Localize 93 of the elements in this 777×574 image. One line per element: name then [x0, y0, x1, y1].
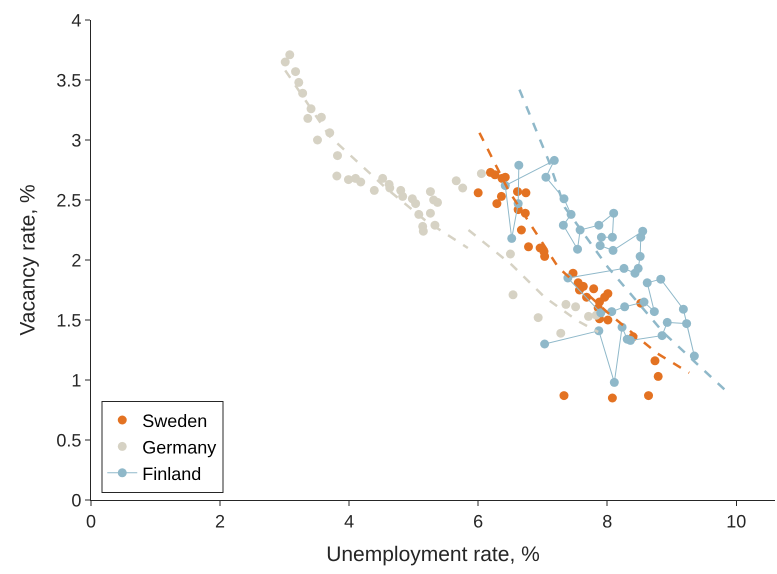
point	[642, 278, 652, 288]
point	[558, 220, 568, 230]
legend-label: Germany	[142, 437, 216, 458]
point	[433, 198, 442, 207]
point	[596, 232, 606, 242]
point	[596, 241, 605, 250]
point	[490, 170, 500, 180]
point	[559, 391, 568, 400]
x-tick-label: 2	[215, 512, 226, 532]
point	[312, 136, 322, 144]
point	[594, 220, 604, 230]
y-tick-label: 1	[71, 370, 82, 390]
x-tick-label: 6	[473, 512, 484, 532]
y-tick-label: 4	[71, 10, 82, 30]
point	[654, 372, 663, 381]
point	[506, 250, 515, 258]
point	[636, 252, 645, 261]
line-series	[284, 69, 470, 250]
point	[609, 208, 618, 218]
point	[458, 184, 468, 192]
point	[556, 328, 566, 338]
point	[496, 192, 506, 201]
x-tick-label: 0	[86, 512, 96, 532]
point	[658, 331, 667, 340]
y-tick-label: 3.5	[56, 70, 82, 90]
point	[656, 274, 666, 284]
point	[291, 67, 300, 76]
point	[452, 176, 461, 186]
point	[378, 174, 388, 183]
y-tick-label: 0.5	[56, 430, 82, 450]
point	[516, 226, 526, 234]
point	[644, 391, 654, 400]
point	[370, 186, 379, 195]
point	[640, 298, 649, 306]
point	[682, 319, 692, 328]
point	[608, 394, 617, 402]
point	[603, 289, 612, 298]
y-tick-label: 2	[71, 250, 82, 270]
point	[620, 264, 628, 273]
point	[524, 242, 533, 252]
point	[332, 172, 342, 180]
point	[584, 312, 594, 321]
point	[571, 302, 580, 312]
point	[662, 318, 672, 327]
x-tick-label: 4	[344, 512, 354, 532]
point	[507, 234, 516, 243]
point	[678, 304, 688, 314]
point	[356, 178, 366, 186]
x-tick-label: 10	[726, 512, 746, 532]
point	[514, 160, 524, 170]
point	[608, 232, 617, 242]
point	[476, 169, 486, 178]
point	[610, 378, 619, 387]
point	[607, 307, 616, 316]
point	[603, 316, 612, 324]
y-tick-label: 3	[71, 130, 82, 150]
point	[540, 340, 550, 348]
point	[534, 313, 543, 322]
point	[398, 192, 408, 201]
x-axis-title: Unemployment rate, %	[326, 542, 540, 566]
point	[690, 352, 699, 360]
y-tick-label: 2.5	[56, 190, 82, 210]
point	[426, 187, 435, 196]
point	[294, 78, 304, 87]
point	[550, 156, 559, 165]
point	[650, 307, 659, 316]
point	[608, 246, 618, 255]
point	[474, 188, 483, 198]
point	[620, 302, 630, 312]
point	[303, 114, 312, 123]
point	[561, 300, 570, 309]
point	[589, 284, 598, 294]
point	[630, 268, 640, 278]
y-axis-title: Vacancy rate, %	[16, 184, 40, 336]
y-tick-label: 0	[71, 490, 82, 510]
legend-label: Finland	[142, 464, 202, 484]
point	[541, 172, 550, 182]
point	[285, 50, 294, 60]
point	[426, 208, 435, 218]
point	[521, 188, 530, 198]
x-tick-label: 8	[602, 512, 612, 532]
point	[333, 151, 342, 160]
point	[492, 199, 502, 208]
point	[650, 356, 660, 366]
y-tick-label: 1.5	[56, 310, 82, 330]
point	[280, 58, 290, 66]
legend-label: Sweden	[142, 411, 208, 432]
line-series	[478, 132, 690, 374]
point	[508, 290, 518, 300]
point	[636, 232, 646, 242]
point	[573, 244, 582, 254]
point	[411, 199, 420, 208]
point	[596, 308, 606, 318]
